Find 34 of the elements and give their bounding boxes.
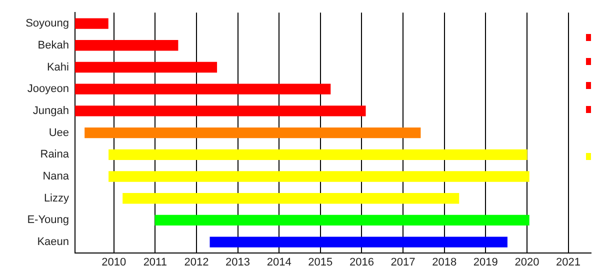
x-tick-label: 2019 <box>473 256 498 269</box>
y-tick-label: Nana <box>42 170 70 183</box>
y-tick-label: Uee <box>48 126 69 139</box>
x-tick-label: 2020 <box>514 256 540 269</box>
x-tick-label: 2017 <box>390 256 416 269</box>
x-tick-label: 2013 <box>226 256 250 269</box>
x-tick-label: 2018 <box>432 256 457 269</box>
y-tick-label: Kaeun <box>37 236 69 248</box>
y-tick-label: Kahi <box>46 61 69 74</box>
bar <box>154 214 530 226</box>
bar <box>122 193 460 204</box>
x-tick-label: 2016 <box>349 256 374 269</box>
bar <box>108 171 530 182</box>
bar <box>75 106 366 116</box>
x-tick-label: 2015 <box>308 256 333 269</box>
y-tick-label: Jungah <box>32 104 69 117</box>
y-tick-label: Soyoung <box>26 18 69 30</box>
x-tick-label: 2012 <box>184 256 209 269</box>
x-tick-label: 2011 <box>143 256 167 269</box>
bar <box>210 236 508 248</box>
x-tick-label: 2010 <box>102 256 126 269</box>
y-tick-label: Bekah <box>38 39 69 52</box>
y-tick-label: Lizzy <box>44 192 70 204</box>
bar <box>75 62 218 73</box>
bar <box>108 149 528 160</box>
x-tick-label: 2021 <box>556 256 581 269</box>
bar <box>84 127 421 138</box>
y-tick-label: E-Young <box>27 214 69 226</box>
bar <box>75 18 108 29</box>
y-tick-label: Raina <box>40 148 70 161</box>
x-tick-label: 2014 <box>266 256 292 269</box>
bar <box>75 84 331 94</box>
bar <box>75 40 178 51</box>
y-tick-label: Jooyeon <box>27 83 69 96</box>
